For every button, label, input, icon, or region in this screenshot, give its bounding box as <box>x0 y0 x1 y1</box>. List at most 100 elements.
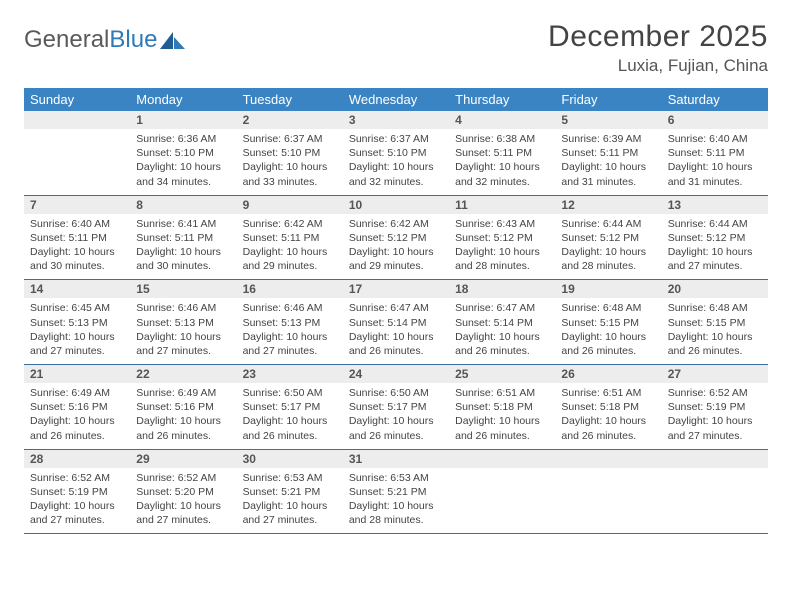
daylight-text: Daylight: 10 hours and 34 minutes. <box>136 160 230 188</box>
day-body <box>555 468 661 526</box>
day-body: Sunrise: 6:46 AMSunset: 5:13 PMDaylight:… <box>130 298 236 364</box>
daylight-text: Daylight: 10 hours and 26 minutes. <box>349 414 443 442</box>
day-number: 8 <box>130 196 236 214</box>
day-body <box>449 468 555 526</box>
daylight-text: Daylight: 10 hours and 27 minutes. <box>668 245 762 273</box>
sunrise-text: Sunrise: 6:46 AM <box>243 301 337 315</box>
day-body: Sunrise: 6:37 AMSunset: 5:10 PMDaylight:… <box>237 129 343 195</box>
calendar-day-cell: 12Sunrise: 6:44 AMSunset: 5:12 PMDayligh… <box>555 195 661 280</box>
daylight-text: Daylight: 10 hours and 26 minutes. <box>136 414 230 442</box>
daylight-text: Daylight: 10 hours and 30 minutes. <box>30 245 124 273</box>
calendar-day-cell: 19Sunrise: 6:48 AMSunset: 5:15 PMDayligh… <box>555 280 661 365</box>
sunset-text: Sunset: 5:12 PM <box>561 231 655 245</box>
sunset-text: Sunset: 5:12 PM <box>349 231 443 245</box>
daylight-text: Daylight: 10 hours and 27 minutes. <box>30 330 124 358</box>
daylight-text: Daylight: 10 hours and 26 minutes. <box>349 330 443 358</box>
sunset-text: Sunset: 5:19 PM <box>30 485 124 499</box>
day-body: Sunrise: 6:49 AMSunset: 5:16 PMDaylight:… <box>24 383 130 449</box>
calendar-day-cell <box>449 449 555 534</box>
calendar-day-cell: 7Sunrise: 6:40 AMSunset: 5:11 PMDaylight… <box>24 195 130 280</box>
weekday-header: Thursday <box>449 88 555 111</box>
day-number: 24 <box>343 365 449 383</box>
day-number: 21 <box>24 365 130 383</box>
day-body: Sunrise: 6:48 AMSunset: 5:15 PMDaylight:… <box>555 298 661 364</box>
day-body: Sunrise: 6:51 AMSunset: 5:18 PMDaylight:… <box>555 383 661 449</box>
daylight-text: Daylight: 10 hours and 29 minutes. <box>243 245 337 273</box>
weekday-header: Saturday <box>662 88 768 111</box>
sunrise-text: Sunrise: 6:52 AM <box>136 471 230 485</box>
daylight-text: Daylight: 10 hours and 28 minutes. <box>349 499 443 527</box>
sunrise-text: Sunrise: 6:50 AM <box>243 386 337 400</box>
daylight-text: Daylight: 10 hours and 28 minutes. <box>561 245 655 273</box>
day-body: Sunrise: 6:48 AMSunset: 5:15 PMDaylight:… <box>662 298 768 364</box>
sunrise-text: Sunrise: 6:51 AM <box>561 386 655 400</box>
sunset-text: Sunset: 5:11 PM <box>136 231 230 245</box>
calendar-day-cell: 4Sunrise: 6:38 AMSunset: 5:11 PMDaylight… <box>449 111 555 195</box>
day-body: Sunrise: 6:52 AMSunset: 5:20 PMDaylight:… <box>130 468 236 534</box>
calendar-day-cell: 9Sunrise: 6:42 AMSunset: 5:11 PMDaylight… <box>237 195 343 280</box>
daylight-text: Daylight: 10 hours and 26 minutes. <box>455 330 549 358</box>
sunrise-text: Sunrise: 6:49 AM <box>30 386 124 400</box>
calendar-day-cell: 16Sunrise: 6:46 AMSunset: 5:13 PMDayligh… <box>237 280 343 365</box>
sunset-text: Sunset: 5:18 PM <box>455 400 549 414</box>
sunset-text: Sunset: 5:21 PM <box>243 485 337 499</box>
weekday-header: Tuesday <box>237 88 343 111</box>
sunrise-text: Sunrise: 6:42 AM <box>349 217 443 231</box>
day-body: Sunrise: 6:42 AMSunset: 5:11 PMDaylight:… <box>237 214 343 280</box>
sunset-text: Sunset: 5:17 PM <box>243 400 337 414</box>
day-body: Sunrise: 6:42 AMSunset: 5:12 PMDaylight:… <box>343 214 449 280</box>
sunrise-text: Sunrise: 6:49 AM <box>136 386 230 400</box>
day-body: Sunrise: 6:50 AMSunset: 5:17 PMDaylight:… <box>343 383 449 449</box>
day-number: 25 <box>449 365 555 383</box>
day-number: 30 <box>237 450 343 468</box>
day-number: 17 <box>343 280 449 298</box>
daylight-text: Daylight: 10 hours and 32 minutes. <box>349 160 443 188</box>
weekday-header: Friday <box>555 88 661 111</box>
daylight-text: Daylight: 10 hours and 31 minutes. <box>668 160 762 188</box>
day-body: Sunrise: 6:47 AMSunset: 5:14 PMDaylight:… <box>449 298 555 364</box>
sunrise-text: Sunrise: 6:52 AM <box>668 386 762 400</box>
sunrise-text: Sunrise: 6:44 AM <box>561 217 655 231</box>
sunrise-text: Sunrise: 6:48 AM <box>668 301 762 315</box>
sunrise-text: Sunrise: 6:53 AM <box>349 471 443 485</box>
sunset-text: Sunset: 5:11 PM <box>243 231 337 245</box>
calendar-day-cell: 17Sunrise: 6:47 AMSunset: 5:14 PMDayligh… <box>343 280 449 365</box>
calendar-week-row: 21Sunrise: 6:49 AMSunset: 5:16 PMDayligh… <box>24 365 768 450</box>
sunset-text: Sunset: 5:13 PM <box>243 316 337 330</box>
sunrise-text: Sunrise: 6:50 AM <box>349 386 443 400</box>
sunset-text: Sunset: 5:11 PM <box>30 231 124 245</box>
day-body: Sunrise: 6:46 AMSunset: 5:13 PMDaylight:… <box>237 298 343 364</box>
day-number: 2 <box>237 111 343 129</box>
sunset-text: Sunset: 5:16 PM <box>136 400 230 414</box>
calendar-day-cell: 14Sunrise: 6:45 AMSunset: 5:13 PMDayligh… <box>24 280 130 365</box>
calendar-day-cell: 8Sunrise: 6:41 AMSunset: 5:11 PMDaylight… <box>130 195 236 280</box>
day-number: 14 <box>24 280 130 298</box>
calendar-day-cell: 22 Sunrise: 6:49 AMSunset: 5:16 PMDayligh… <box>130 365 236 450</box>
day-body: Sunrise: 6:52 AMSunset: 5:19 PMDaylight:… <box>24 468 130 534</box>
calendar-week-row: 1Sunrise: 6:36 AMSunset: 5:10 PMDaylight… <box>24 111 768 195</box>
day-number: 10 <box>343 196 449 214</box>
sunrise-text: Sunrise: 6:40 AM <box>668 132 762 146</box>
sunset-text: Sunset: 5:11 PM <box>668 146 762 160</box>
day-body: Sunrise: 6:53 AMSunset: 5:21 PMDaylight:… <box>343 468 449 534</box>
day-body: Sunrise: 6:41 AMSunset: 5:11 PMDaylight:… <box>130 214 236 280</box>
sunrise-text: Sunrise: 6:44 AM <box>668 217 762 231</box>
day-body <box>24 129 130 187</box>
daylight-text: Daylight: 10 hours and 30 minutes. <box>136 245 230 273</box>
day-number: 3 <box>343 111 449 129</box>
sunset-text: Sunset: 5:21 PM <box>349 485 443 499</box>
day-number: 18 <box>449 280 555 298</box>
sunrise-text: Sunrise: 6:40 AM <box>30 217 124 231</box>
weekday-header: Sunday <box>24 88 130 111</box>
day-body: Sunrise: 6:51 AMSunset: 5:18 PMDaylight:… <box>449 383 555 449</box>
sunset-text: Sunset: 5:14 PM <box>455 316 549 330</box>
sunset-text: Sunset: 5:14 PM <box>349 316 443 330</box>
daylight-text: Daylight: 10 hours and 31 minutes. <box>561 160 655 188</box>
day-number: 22 <box>130 365 236 383</box>
day-number: 11 <box>449 196 555 214</box>
day-body: Sunrise: 6:36 AMSunset: 5:10 PMDaylight:… <box>130 129 236 195</box>
calendar-day-cell: 3Sunrise: 6:37 AMSunset: 5:10 PMDaylight… <box>343 111 449 195</box>
sunset-text: Sunset: 5:13 PM <box>30 316 124 330</box>
day-body: Sunrise: 6:40 AMSunset: 5:11 PMDaylight:… <box>24 214 130 280</box>
sunset-text: Sunset: 5:18 PM <box>561 400 655 414</box>
